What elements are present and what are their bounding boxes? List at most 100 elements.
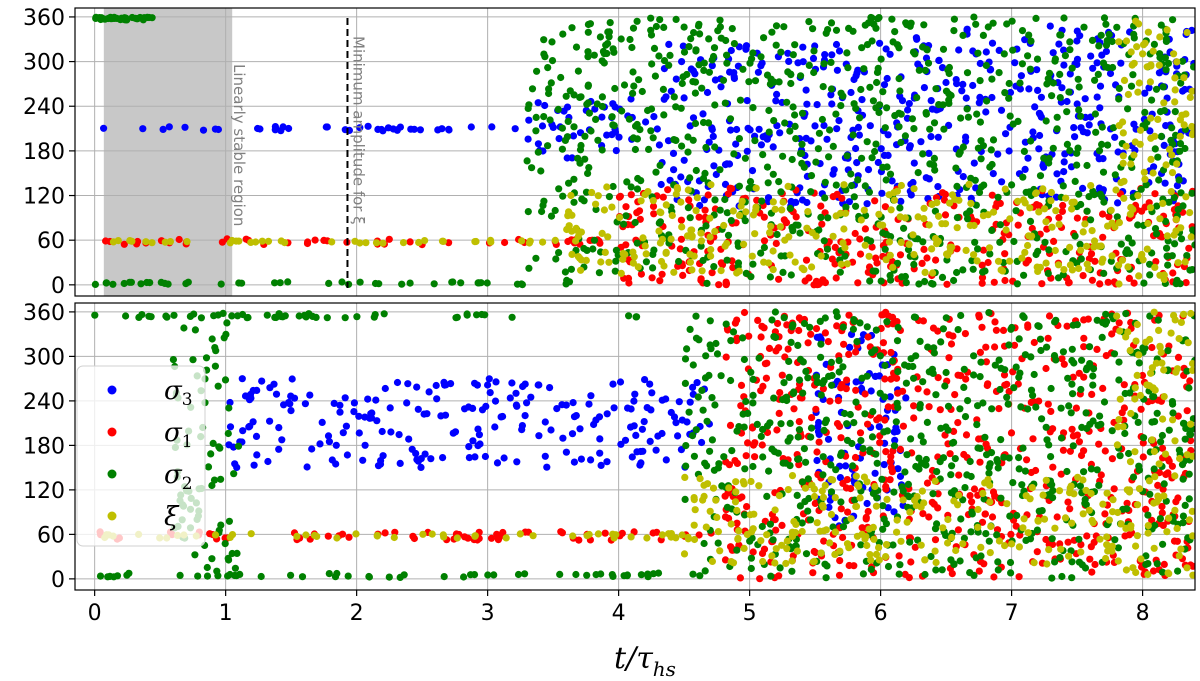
scatter-point: [1053, 170, 1061, 178]
scatter-point: [976, 348, 985, 356]
scatter-point: [1165, 514, 1173, 522]
scatter-point: [1074, 75, 1082, 83]
scatter-point: [1104, 141, 1112, 149]
scatter-point: [1115, 416, 1123, 424]
scatter-point: [782, 393, 791, 401]
scatter-point: [1060, 266, 1068, 274]
scatter-point: [609, 182, 617, 191]
scatter-point: [892, 418, 900, 426]
scatter-point: [1165, 198, 1173, 206]
scatter-point: [737, 402, 745, 410]
scatter-point: [894, 465, 902, 473]
scatter-point: [1158, 431, 1166, 440]
scatter-point: [1162, 66, 1170, 74]
scatter-point: [691, 506, 699, 514]
scatter-point: [662, 249, 670, 257]
scatter-point: [810, 47, 818, 55]
scatter-point: [1146, 490, 1154, 498]
scatter-point: [629, 24, 638, 32]
scatter-point: [864, 333, 872, 341]
scatter-point: [912, 34, 921, 42]
scatter-point: [1177, 189, 1185, 197]
scatter-point: [1010, 384, 1018, 392]
scatter-point: [1052, 193, 1060, 201]
scatter-point: [1135, 462, 1143, 470]
scatter-point: [1137, 555, 1145, 563]
scatter-point: [1147, 61, 1155, 69]
scatter-point: [197, 314, 205, 322]
scatter-point: [839, 323, 847, 331]
scatter-point: [964, 397, 972, 405]
scatter-point: [847, 170, 855, 178]
scatter-point: [379, 452, 387, 460]
scatter-point: [988, 39, 997, 47]
scatter-point: [955, 196, 963, 204]
scatter-point: [590, 236, 599, 244]
scatter-point: [979, 246, 988, 254]
scatter-point: [812, 373, 821, 381]
scatter-point: [598, 146, 606, 154]
scatter-point: [1094, 70, 1102, 78]
scatter-point: [491, 397, 500, 405]
scatter-point: [1116, 327, 1124, 335]
scatter-point: [784, 437, 792, 445]
scatter-point: [757, 53, 765, 61]
scatter-point: [1114, 508, 1122, 517]
scatter-point: [91, 311, 99, 319]
scatter-point: [881, 375, 889, 383]
scatter-point: [959, 540, 967, 548]
scatter-point: [641, 191, 649, 199]
scatter-point: [1189, 226, 1195, 234]
scatter-point: [939, 524, 947, 532]
scatter-point: [886, 393, 894, 401]
scatter-point: [1113, 441, 1121, 449]
scatter-point: [140, 14, 148, 22]
scatter-point: [1039, 491, 1047, 499]
scatter-point: [1139, 453, 1147, 461]
scatter-point: [547, 426, 555, 434]
scatter-point: [757, 432, 765, 440]
legend-marker: [107, 469, 117, 479]
scatter-point: [1083, 532, 1091, 540]
scatter-point: [633, 185, 642, 193]
scatter-point: [715, 281, 723, 289]
scatter-point: [876, 352, 885, 360]
scatter-point: [518, 426, 526, 434]
scatter-point: [923, 254, 931, 262]
scatter-point: [253, 451, 261, 459]
scatter-point: [765, 467, 773, 475]
scatter-point: [1068, 558, 1076, 566]
scatter-point: [781, 459, 790, 467]
scatter-point: [816, 527, 824, 535]
scatter-point: [1015, 543, 1024, 551]
scatter-point: [851, 496, 859, 504]
scatter-point: [1135, 351, 1143, 359]
scatter-point: [581, 132, 589, 140]
scatter-point: [880, 428, 888, 436]
scatter-point: [594, 192, 602, 200]
scatter-point: [861, 225, 870, 233]
scatter-point: [1129, 71, 1137, 79]
scatter-point: [1151, 263, 1159, 271]
scatter-point: [938, 64, 947, 72]
scatter-point: [662, 201, 670, 209]
scatter-point: [1085, 506, 1093, 514]
scatter-point: [822, 416, 831, 424]
scatter-point: [655, 141, 664, 149]
scatter-point: [762, 374, 771, 382]
scatter-point: [855, 482, 863, 490]
scatter-point: [1065, 88, 1073, 96]
scatter-point: [275, 445, 283, 453]
scatter-point: [702, 523, 710, 531]
x-tick-label: 4: [612, 601, 626, 626]
series-σ₃: [100, 22, 1195, 210]
scatter-point: [1079, 510, 1087, 518]
scatter-point: [352, 530, 360, 538]
scatter-point: [1131, 395, 1139, 403]
scatter-point: [760, 34, 768, 42]
scatter-point: [875, 372, 884, 380]
scatter-point: [612, 257, 620, 265]
scatter-point: [1090, 243, 1098, 251]
scatter-point: [568, 154, 576, 162]
